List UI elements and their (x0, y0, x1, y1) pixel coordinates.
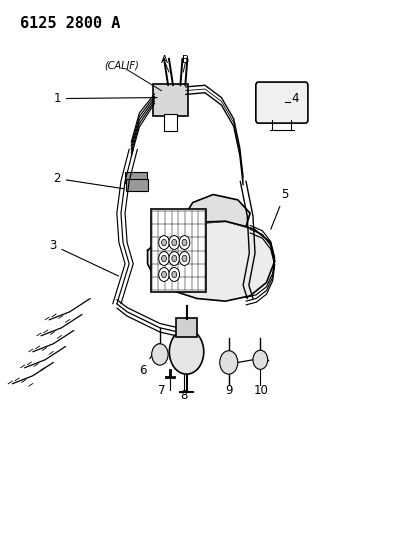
FancyBboxPatch shape (153, 84, 187, 116)
FancyBboxPatch shape (175, 318, 197, 337)
Circle shape (161, 271, 166, 278)
Text: 1: 1 (53, 92, 157, 105)
Circle shape (171, 271, 176, 278)
Circle shape (179, 236, 189, 249)
Circle shape (252, 350, 267, 369)
Circle shape (169, 252, 179, 265)
Text: 3: 3 (49, 239, 118, 276)
Text: 8: 8 (180, 389, 187, 402)
Text: 4: 4 (291, 92, 298, 105)
Circle shape (151, 344, 168, 365)
Circle shape (171, 239, 176, 246)
Circle shape (171, 255, 176, 262)
FancyBboxPatch shape (126, 179, 148, 191)
Text: (CALIF): (CALIF) (104, 60, 139, 70)
Text: 10: 10 (254, 384, 268, 397)
Circle shape (161, 255, 166, 262)
Text: 5: 5 (270, 188, 288, 229)
Text: 2: 2 (53, 172, 124, 189)
Circle shape (169, 329, 203, 374)
Text: 6125 2800 A: 6125 2800 A (20, 16, 121, 31)
Circle shape (161, 239, 166, 246)
Circle shape (158, 268, 169, 281)
Text: B: B (181, 55, 189, 64)
Circle shape (179, 252, 189, 265)
FancyBboxPatch shape (163, 114, 176, 131)
Polygon shape (147, 221, 274, 301)
Circle shape (182, 255, 187, 262)
FancyBboxPatch shape (255, 82, 307, 123)
Text: 9: 9 (225, 384, 232, 397)
Polygon shape (180, 195, 249, 227)
Circle shape (169, 236, 179, 249)
Text: 6: 6 (139, 344, 158, 377)
Text: 7: 7 (158, 384, 165, 397)
Circle shape (169, 268, 179, 281)
Circle shape (158, 252, 169, 265)
Circle shape (219, 351, 237, 374)
Circle shape (182, 239, 187, 246)
FancyBboxPatch shape (151, 209, 205, 292)
FancyBboxPatch shape (124, 172, 146, 183)
Circle shape (158, 236, 169, 249)
Text: A: A (160, 55, 167, 64)
